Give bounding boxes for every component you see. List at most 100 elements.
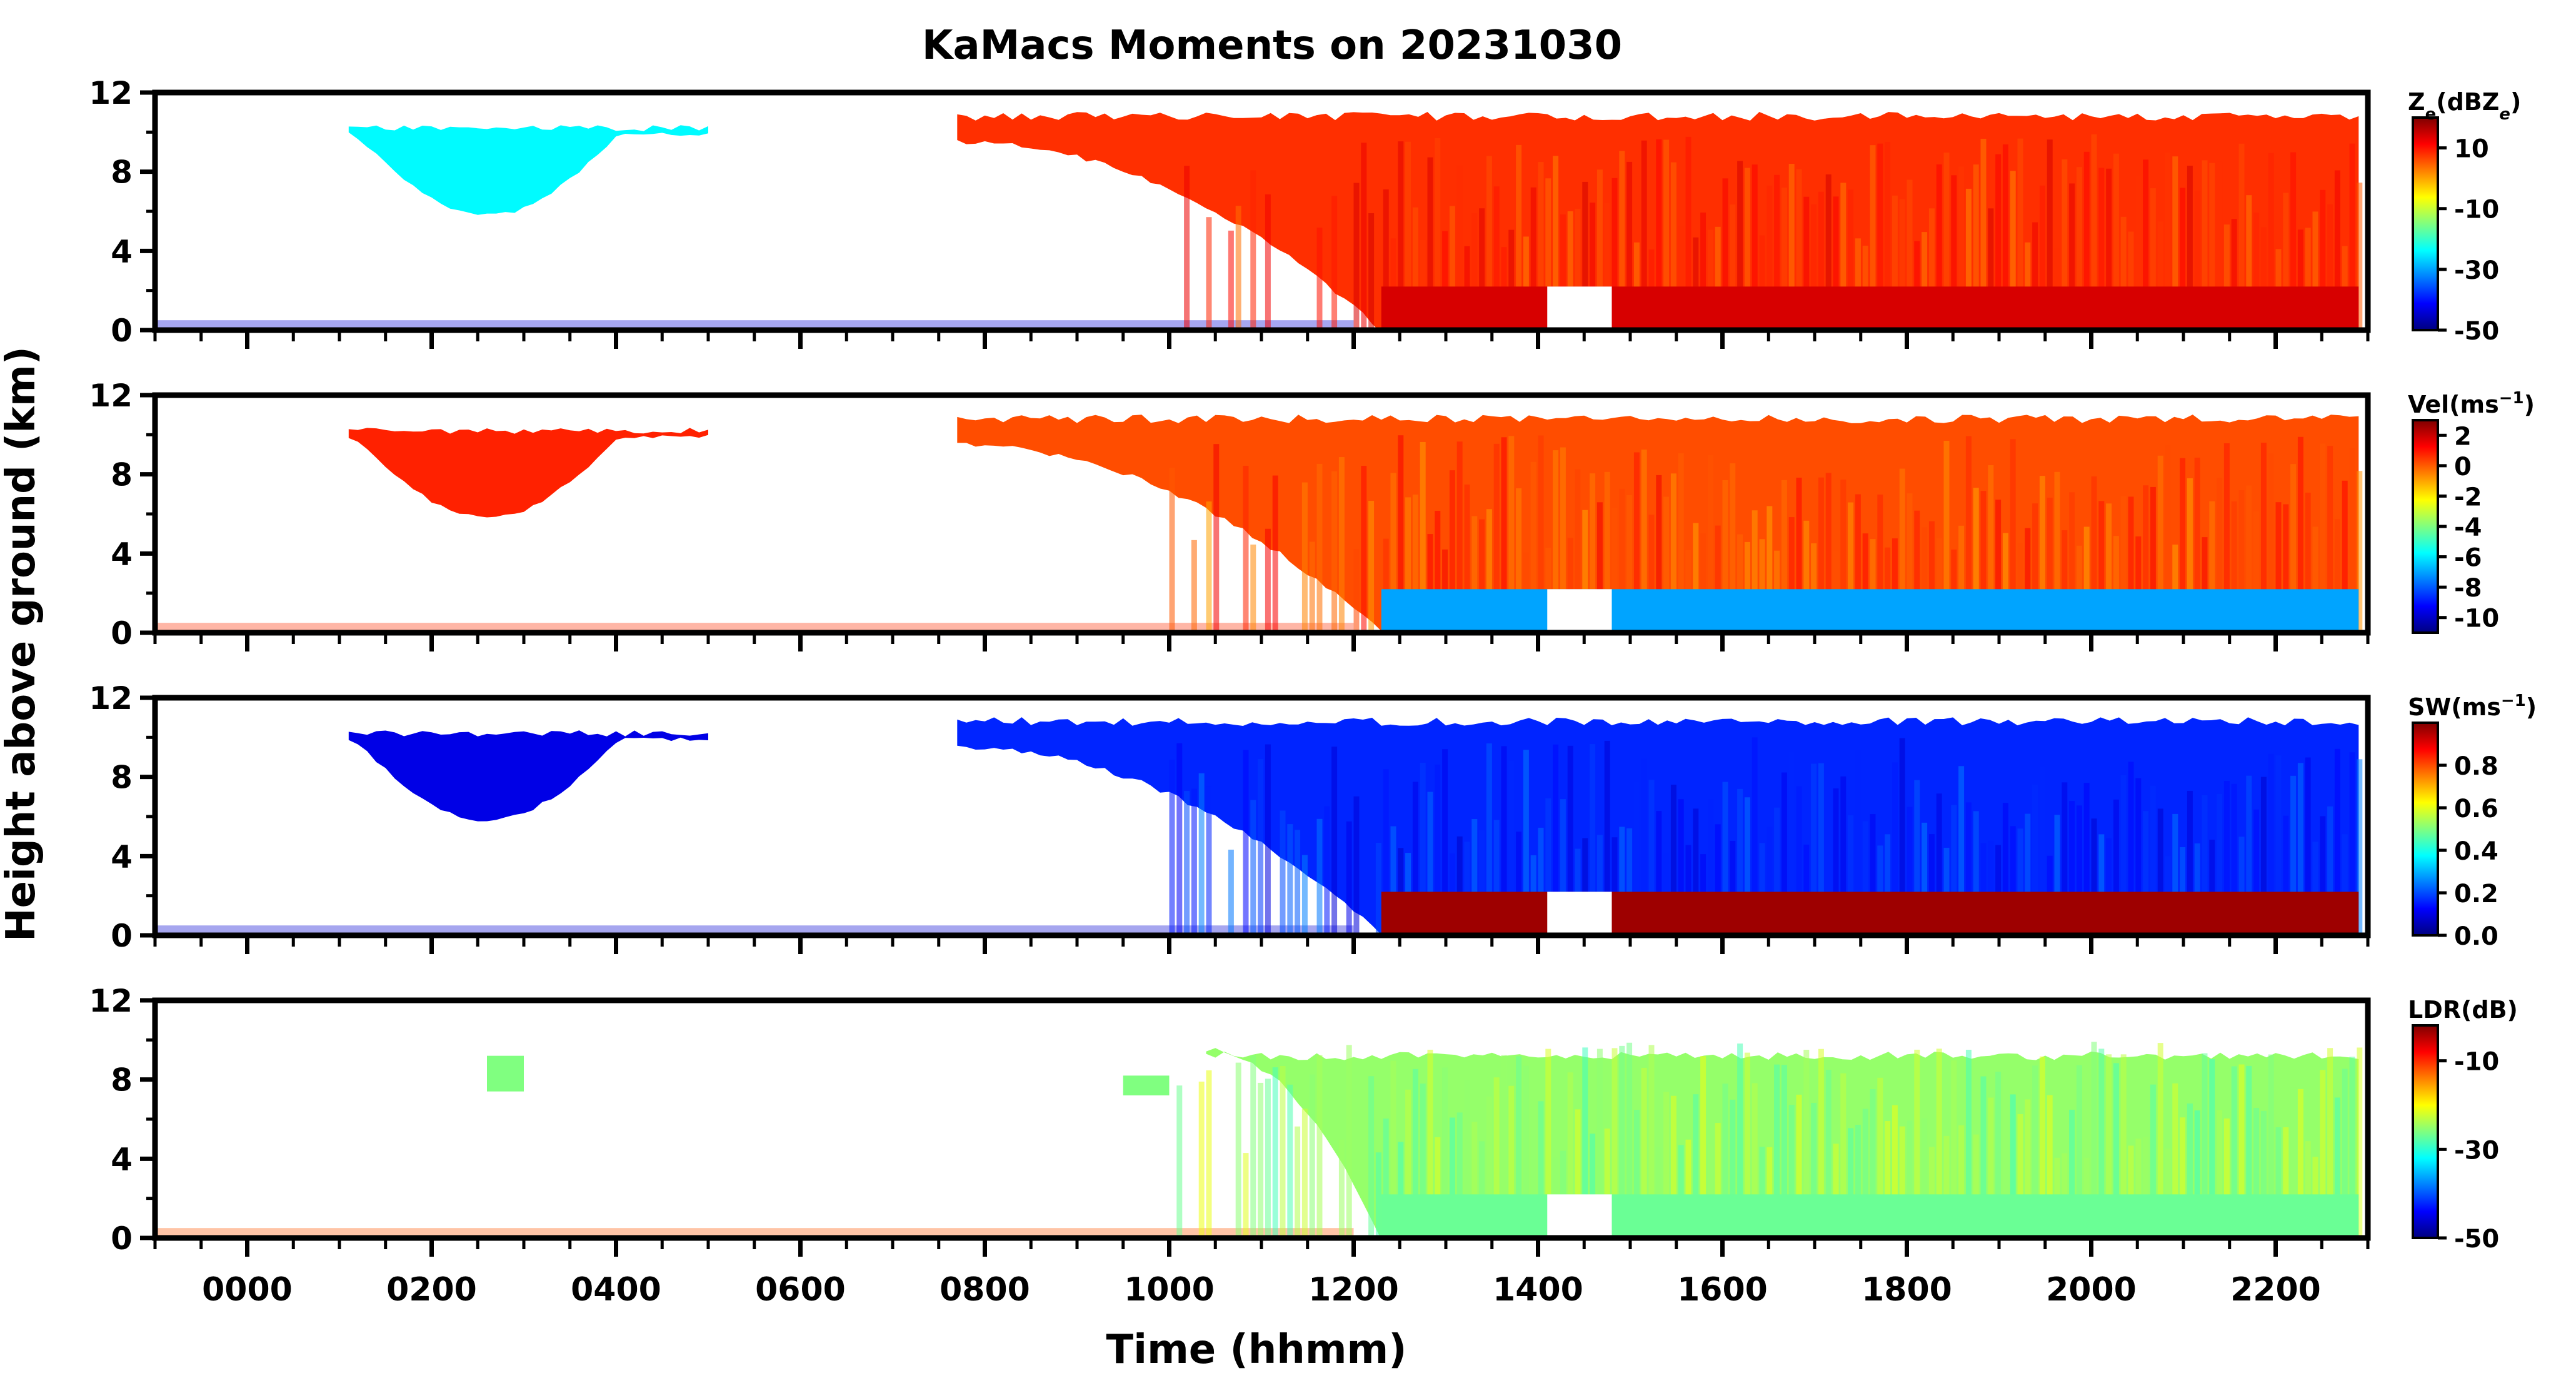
fall-streak [1626, 161, 1633, 330]
panel-data [155, 415, 2363, 633]
fall-streak [1922, 527, 1928, 633]
fall-streak [2157, 221, 2163, 330]
fall-streak [2062, 782, 2068, 935]
fall-streak [1715, 226, 1721, 330]
fall-streak [1361, 466, 1367, 633]
fall-streak [2120, 1054, 2127, 1238]
fall-streak [1309, 541, 1315, 633]
fall-streak [1560, 1150, 1566, 1238]
fall-streak [1633, 781, 1640, 935]
fall-streak [1206, 217, 1212, 330]
fall-streak [1449, 470, 1455, 633]
fall-streak [2268, 1054, 2274, 1238]
fall-streak [2010, 826, 2016, 935]
fall-streak [2327, 204, 2333, 330]
fall-streak [2194, 457, 2200, 633]
fall-streak [2312, 526, 2318, 633]
fall-streak [1435, 764, 1441, 935]
fall-streak [2106, 168, 2112, 330]
fall-streak [2157, 455, 2163, 633]
fall-streak [1538, 1101, 1544, 1238]
colorbar-label-part: Vel(ms [2408, 391, 2499, 418]
fall-streak [1516, 488, 1522, 633]
fall-streak [1169, 760, 1175, 935]
fall-streak [2260, 1111, 2267, 1238]
fall-streak [1752, 164, 1758, 330]
fall-streak [1980, 843, 1987, 935]
fall-streak [2187, 790, 2193, 935]
colorbar-label: SW(ms−1) [2408, 691, 2537, 721]
fall-streak [2260, 227, 2267, 330]
fall-streak [1914, 1049, 1920, 1238]
fall-streak [1877, 1077, 1883, 1238]
fall-streak [1722, 1084, 1728, 1238]
fall-streak [1353, 549, 1360, 633]
fall-streak [1456, 165, 1463, 330]
fall-streak [1988, 208, 1994, 330]
fall-streak [1331, 196, 1338, 330]
precipitation-echo [1381, 589, 2359, 633]
fall-streak [1914, 510, 1920, 633]
fall-streak [2054, 471, 2060, 633]
fall-streak [1479, 1141, 1485, 1238]
fall-streak [1456, 1112, 1463, 1238]
fall-streak [1479, 519, 1485, 633]
fall-streak [1412, 1069, 1418, 1238]
fall-streak [1774, 174, 1780, 330]
fall-streak [1951, 805, 1957, 935]
fall-streak [1398, 1142, 1404, 1238]
colorbar-label-part: −1 [2501, 691, 2526, 710]
fall-streak [2091, 134, 2097, 330]
fall-streak [1788, 517, 1795, 633]
fall-streak [1663, 139, 1670, 330]
colorbar-label-part: e [2499, 105, 2510, 124]
fall-streak [1870, 539, 1876, 633]
fall-streak [1855, 1125, 1861, 1238]
fall-streak [1870, 814, 1876, 935]
fall-streak [2275, 755, 2282, 935]
fall-streak [2320, 816, 2326, 935]
panel-ldr: 0 4 8 12 0000 0200 0400 0600 0800 1000 1200 1400 160… [89, 983, 2518, 1309]
fall-streak [1907, 179, 1913, 330]
fall-streak [1767, 827, 1773, 935]
fall-streak [1191, 540, 1197, 633]
fall-streak [1870, 145, 1876, 330]
fall-streak [1707, 799, 1713, 935]
colorbar [2412, 419, 2439, 634]
fall-streak [1648, 515, 1655, 633]
fall-streak [2002, 1072, 2008, 1238]
x-tick-label: 1200 [1308, 1271, 1399, 1309]
fall-streak [1604, 1129, 1610, 1238]
fall-streak [1633, 242, 1640, 330]
fall-streak [1611, 1048, 1618, 1238]
fall-streak [1752, 1083, 1758, 1238]
colorbar-tick-label: 2 [2454, 422, 2472, 451]
fall-streak [1590, 1134, 1596, 1238]
fall-streak [1265, 1079, 1271, 1238]
colorbar-label-part: ) [2526, 693, 2537, 721]
fall-streak [2150, 785, 2156, 935]
fall-streak [1582, 838, 1588, 935]
fall-streak [1582, 181, 1588, 330]
fall-streak [1265, 744, 1271, 935]
fall-streak [1338, 457, 1345, 633]
fall-streak [2032, 222, 2038, 330]
fall-streak [1553, 450, 1559, 633]
fall-streak [2202, 537, 2208, 633]
fall-streak [1287, 824, 1293, 935]
fall-streak [2187, 166, 2193, 330]
fall-streak [2172, 545, 2178, 633]
fall-streak [1198, 773, 1205, 935]
fall-streak [1818, 477, 1824, 633]
fall-streak [1752, 510, 1758, 633]
fall-streak [1368, 1076, 1375, 1238]
fall-streak [1405, 1089, 1411, 1238]
fall-streak [1943, 153, 1950, 330]
fall-streak [2217, 161, 2223, 330]
fall-streak [1265, 528, 1271, 633]
precipitation-gap [1547, 589, 1612, 633]
fall-streak [1825, 771, 1832, 935]
panel-sw: 0 4 8 12 0.8 0.6 0.4 0.2 0.0 SW(ms−1) [89, 680, 2537, 954]
x-tick-label: 1600 [1677, 1271, 1768, 1309]
fall-streak [1870, 1089, 1876, 1238]
